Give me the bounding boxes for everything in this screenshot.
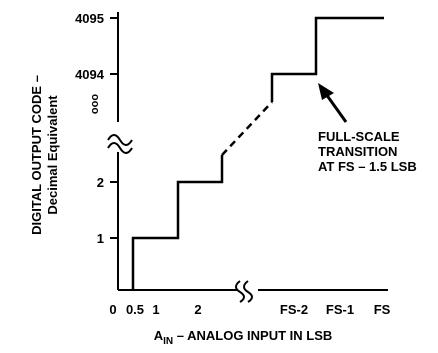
annotation-line3: AT FS – 1.5 LSB	[318, 159, 417, 174]
x-tick-label-2: 2	[194, 302, 201, 317]
annotation-line1: FULL-SCALE	[318, 129, 400, 144]
x-tick-label-0: 0	[109, 302, 116, 317]
staircase-curve	[131, 16, 384, 290]
annotation-line2: TRANSITION	[318, 144, 397, 159]
y-tick-marks	[110, 17, 118, 239]
x-tick-label-1: 1	[152, 302, 159, 317]
staircase-upper-segment	[270, 16, 384, 102]
y-axis-ellipsis: ooo	[89, 94, 101, 114]
x-tick-label-0.5: 0.5	[126, 302, 144, 317]
y-tick-label-4094: 4094	[75, 67, 105, 82]
y-tick-label-2: 2	[97, 175, 104, 190]
staircase-dashed-segment	[221, 101, 273, 156]
y-axis-title-line1: DIGITAL OUTPUT CODE –	[29, 75, 44, 235]
x-tick-label-fs-1: FS-1	[326, 302, 354, 317]
axes	[117, 12, 388, 291]
staircase-lower-segment	[131, 155, 224, 290]
y-tick-label-4095: 4095	[75, 11, 104, 26]
x-tick-label-fs: FS	[374, 302, 391, 317]
x-axis-title: AIN – ANALOG INPUT IN LSB	[154, 328, 333, 347]
y-tick-label-1: 1	[97, 231, 104, 246]
annotation-arrow-icon	[318, 83, 348, 123]
y-axis-title-line2: Decimal Equivalent	[45, 95, 60, 215]
y-axis-break-icon	[107, 134, 133, 154]
x-axis-break-icon	[235, 280, 253, 303]
x-tick-label-fs-2: FS-2	[280, 302, 308, 317]
